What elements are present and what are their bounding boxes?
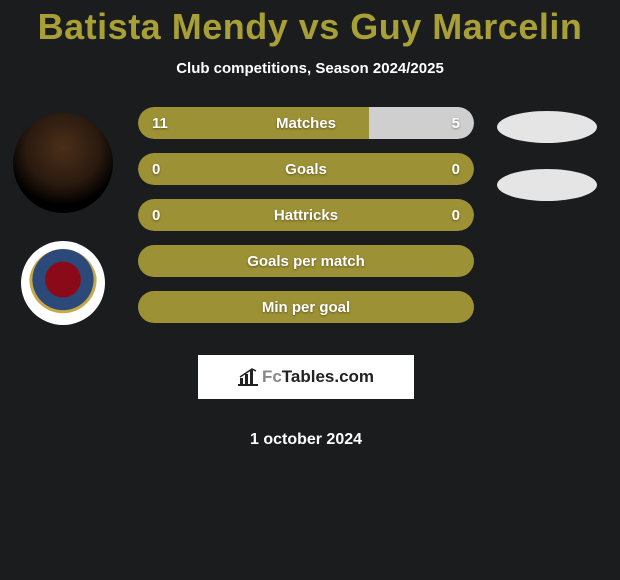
stat-label: Matches (138, 115, 474, 132)
logo-prefix: Fc (262, 367, 282, 386)
club-badge-placeholder (497, 169, 597, 201)
date-text: 1 october 2024 (138, 431, 474, 449)
stat-row-goals: 0 Goals 0 (138, 153, 474, 185)
subtitle: Club competitions, Season 2024/2025 (0, 60, 620, 77)
player-photo (13, 113, 113, 213)
stat-label: Hattricks (138, 207, 474, 224)
stat-row-matches: 11 Matches 5 (138, 107, 474, 139)
page-title: Batista Mendy vs Guy Marcelin (0, 0, 620, 48)
stat-pill-mpg: Min per goal (138, 291, 474, 323)
stat-right-value: 0 (452, 207, 460, 224)
stat-pill-label: Goals per match (247, 253, 365, 270)
stat-pill-gpm: Goals per match (138, 245, 474, 277)
stat-right-value: 5 (452, 115, 460, 132)
left-column: ★ (8, 107, 118, 325)
chart-icon (238, 368, 258, 386)
club-badge-inner (29, 249, 97, 317)
stat-pill-label: Min per goal (262, 299, 350, 316)
right-column (492, 107, 602, 201)
stat-label: Goals (138, 161, 474, 178)
logo-text: FcTables.com (262, 367, 374, 387)
club-badge: ★ (21, 241, 105, 325)
stat-right-value: 0 (452, 161, 460, 178)
logo-suffix: Tables.com (282, 367, 374, 386)
stats-bars: 11 Matches 5 0 Goals 0 0 Hattricks 0 Goa… (138, 107, 474, 449)
stat-row-hattricks: 0 Hattricks 0 (138, 199, 474, 231)
player-photo-placeholder (497, 111, 597, 143)
logo-box: FcTables.com (198, 355, 414, 399)
